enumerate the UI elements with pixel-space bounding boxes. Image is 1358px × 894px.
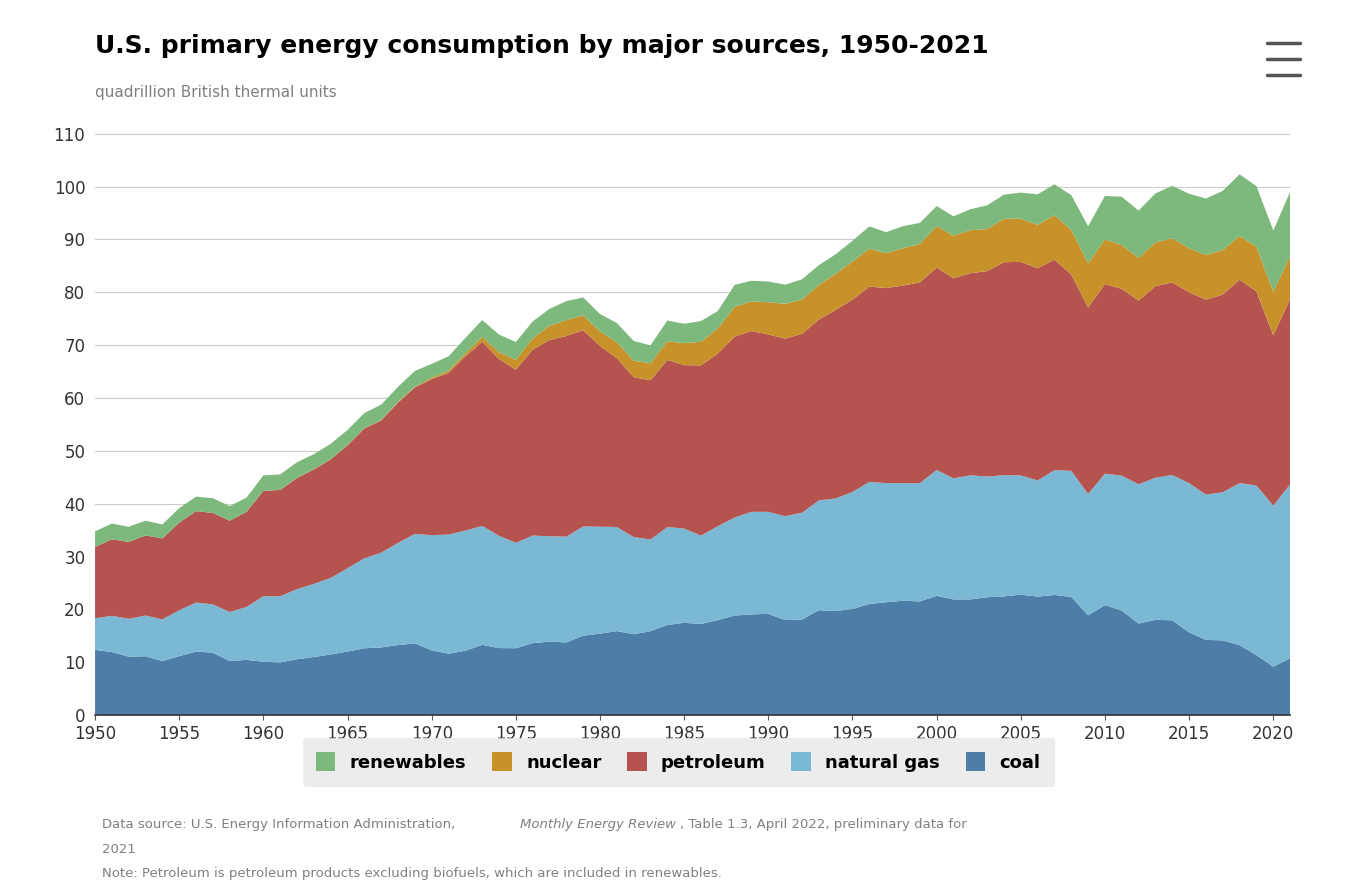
Text: , Table 1.3, April 2022, preliminary data for: , Table 1.3, April 2022, preliminary dat… <box>680 818 967 831</box>
Text: Data source: U.S. Energy Information Administration,: Data source: U.S. Energy Information Adm… <box>102 818 459 831</box>
Text: Monthly Energy Review: Monthly Energy Review <box>520 818 676 831</box>
Text: Note: Petroleum is petroleum products excluding biofuels, which are included in : Note: Petroleum is petroleum products ex… <box>102 867 721 881</box>
Text: quadrillion British thermal units: quadrillion British thermal units <box>95 85 337 100</box>
Text: U.S. primary energy consumption by major sources, 1950-2021: U.S. primary energy consumption by major… <box>95 34 989 58</box>
Text: 2021: 2021 <box>102 843 136 856</box>
Legend: renewables, nuclear, petroleum, natural gas, coal: renewables, nuclear, petroleum, natural … <box>303 738 1055 787</box>
